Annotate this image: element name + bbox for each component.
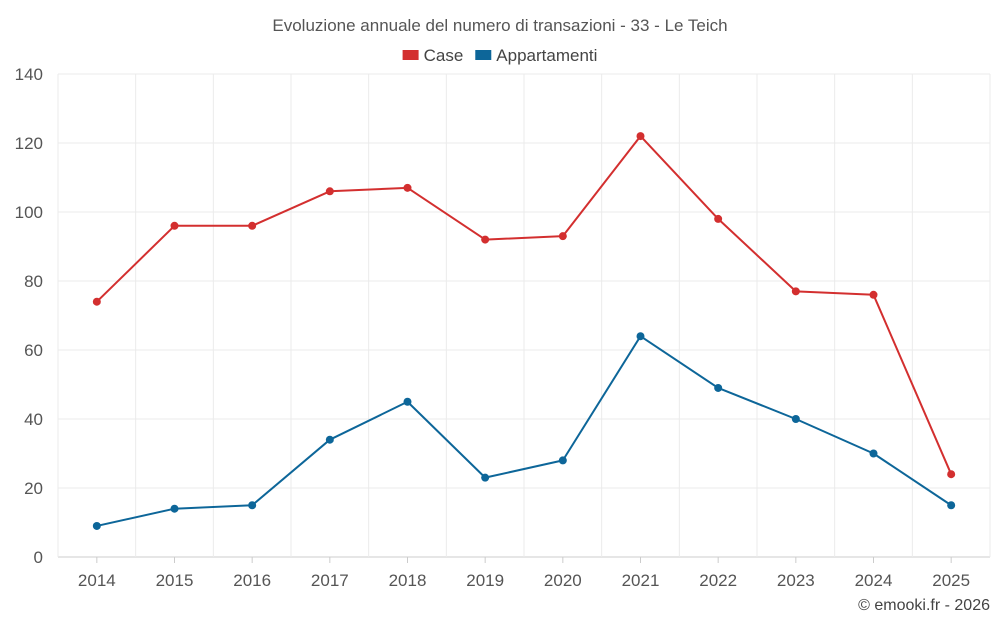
data-point-case	[869, 290, 878, 299]
x-tick-label: 2023	[777, 571, 815, 590]
x-tick-label: 2020	[544, 571, 582, 590]
legend-swatch	[402, 50, 419, 60]
y-tick-label: 80	[24, 272, 43, 291]
data-point-appartamenti	[558, 456, 567, 465]
x-tick-label: 2017	[311, 571, 349, 590]
data-point-appartamenti	[170, 504, 179, 513]
series	[92, 132, 956, 530]
data-point-appartamenti	[325, 435, 334, 444]
x-tick-label: 2024	[855, 571, 893, 590]
data-point-appartamenti	[869, 449, 878, 458]
y-tick-label: 140	[15, 65, 43, 84]
x-tick-label: 2016	[233, 571, 271, 590]
series-line-appartamenti	[96, 335, 952, 527]
data-point-appartamenti	[92, 521, 101, 530]
data-point-case	[325, 187, 334, 196]
legend-item-appartamenti: Appartamenti	[475, 46, 597, 65]
data-point-case	[636, 132, 645, 141]
data-point-case	[947, 470, 956, 479]
y-tick-label: 40	[24, 410, 43, 429]
credit-text: © emooki.fr - 2026	[858, 597, 990, 614]
y-tick-label: 100	[15, 203, 43, 222]
data-point-case	[170, 221, 179, 230]
y-axis: 0 20 40 60 80 100 120 140	[15, 65, 43, 567]
y-tick-label: 60	[24, 341, 43, 360]
data-point-case	[403, 183, 412, 192]
data-point-appartamenti	[791, 415, 800, 423]
data-point-appartamenti	[947, 501, 956, 510]
y-tick-label: 120	[15, 134, 43, 153]
legend: Case Appartamenti	[402, 46, 597, 65]
data-point-case	[714, 214, 723, 223]
data-point-appartamenti	[248, 501, 257, 510]
series-line-case	[96, 135, 953, 475]
data-point-case	[248, 221, 257, 230]
x-tick-label: 2015	[156, 571, 194, 590]
data-point-appartamenti	[481, 473, 490, 482]
legend-label: Appartamenti	[496, 46, 597, 65]
y-tick-label: 0	[34, 548, 43, 567]
data-point-appartamenti	[714, 383, 723, 392]
x-tick-label: 2019	[466, 571, 504, 590]
legend-swatch	[475, 50, 492, 60]
data-point-appartamenti	[403, 397, 412, 406]
grid	[57, 73, 991, 558]
x-tick-label: 2025	[932, 571, 970, 590]
legend-item-case: Case	[402, 46, 464, 65]
legend-label: Case	[424, 46, 464, 65]
x-tick-label: 2021	[622, 571, 660, 590]
data-point-case	[481, 235, 490, 244]
data-point-appartamenti	[636, 332, 645, 341]
data-point-case	[791, 287, 800, 296]
x-tick-label: 2014	[78, 571, 116, 590]
chart-title: Evoluzione annuale del numero di transaz…	[272, 16, 727, 35]
x-axis: 2014 2015 2016 2017 2018 2019 2020 2021 2022 2023…	[78, 557, 970, 590]
y-tick-label: 20	[24, 479, 43, 498]
x-tick-label: 2018	[389, 571, 427, 590]
data-point-case	[558, 232, 567, 241]
data-point-case	[92, 297, 101, 306]
x-tick-label: 2022	[699, 571, 737, 590]
